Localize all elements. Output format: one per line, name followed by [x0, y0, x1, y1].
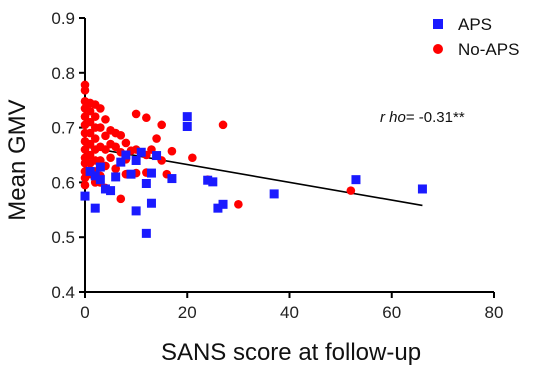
legend-noaps-marker [433, 44, 443, 54]
no-aps-point [80, 180, 90, 190]
aps-point [90, 203, 100, 213]
no-aps-point [90, 112, 100, 121]
x-tick-label: 20 [178, 303, 197, 322]
no-aps-point [101, 115, 110, 124]
aps-point [146, 198, 156, 208]
no-aps-point [85, 117, 95, 127]
aps-point [417, 184, 427, 194]
aps-point [203, 175, 213, 185]
aps-point [167, 174, 177, 184]
aps-point [126, 169, 136, 179]
legend-aps-label: APS [458, 15, 492, 34]
aps-point [90, 171, 100, 181]
no-aps-point [85, 128, 95, 138]
aps-point [208, 177, 218, 187]
aps-point [131, 155, 141, 165]
legend-noaps-label: No-APS [458, 40, 519, 59]
aps-point [152, 151, 162, 161]
x-tick-label: 40 [280, 303, 299, 322]
aps-point [121, 150, 131, 160]
no-aps-point [157, 120, 166, 130]
aps-point [141, 178, 151, 188]
legend: APS No-APS [433, 15, 519, 59]
no-aps-point [188, 153, 197, 163]
no-aps-point [142, 113, 151, 123]
no-aps-point [96, 104, 105, 113]
aps-point [182, 112, 192, 122]
x-axis-title: SANS score at follow-up [161, 339, 421, 366]
aps-point [131, 206, 141, 216]
aps-point [351, 175, 361, 185]
aps-point [85, 166, 95, 176]
no-aps-point [167, 146, 177, 156]
no-aps-point [90, 134, 100, 143]
aps-point [111, 172, 121, 182]
x-tick-label: 0 [80, 303, 89, 322]
aps-point [116, 157, 126, 167]
no-aps-point [111, 142, 120, 152]
y-tick-label: 0.9 [51, 9, 75, 28]
x-tick-label: 80 [485, 303, 504, 322]
y-tick-label: 0.5 [51, 228, 75, 247]
no-aps-point [80, 145, 90, 154]
no-aps-point [234, 200, 243, 209]
no-aps-point [101, 131, 110, 141]
no-aps-point [152, 134, 161, 143]
aps-point [106, 186, 116, 196]
no-aps-point [116, 194, 126, 204]
no-aps-point [101, 145, 110, 154]
x-tick-label: 60 [382, 303, 401, 322]
no-aps-point [131, 109, 141, 119]
no-aps-point [85, 150, 95, 160]
rho-value: = -0.31** [406, 109, 465, 126]
aps-point [95, 162, 105, 172]
aps-point [80, 191, 90, 201]
no-aps-point [80, 112, 90, 121]
data-points [80, 80, 427, 238]
y-tick-label: 0.7 [51, 119, 75, 138]
y-axis-title: Mean GMV [4, 99, 31, 220]
y-tick-label: 0.4 [51, 283, 75, 302]
y-tick-label: 0.8 [51, 64, 75, 83]
y-tick-label: 0.6 [51, 173, 75, 192]
rho-symbol: r ho [380, 109, 406, 126]
no-aps-point [85, 139, 95, 149]
aps-point [95, 175, 105, 185]
aps-point [141, 228, 151, 238]
no-aps-point [121, 138, 131, 148]
aps-point [269, 189, 279, 199]
aps-point [100, 184, 110, 194]
no-aps-point [116, 130, 126, 140]
rho-annotation: r ho= -0.31** [380, 109, 465, 126]
legend-aps-marker [433, 19, 443, 29]
no-aps-point [85, 106, 95, 116]
aps-point [182, 122, 192, 132]
no-aps-point [346, 186, 356, 195]
no-aps-point [218, 120, 228, 130]
no-aps-point [80, 86, 90, 95]
no-aps-point [106, 153, 115, 163]
no-aps-point [96, 123, 105, 132]
aps-point [136, 147, 146, 157]
aps-point [213, 203, 223, 213]
aps-point [146, 168, 156, 178]
aps-point [218, 199, 228, 209]
